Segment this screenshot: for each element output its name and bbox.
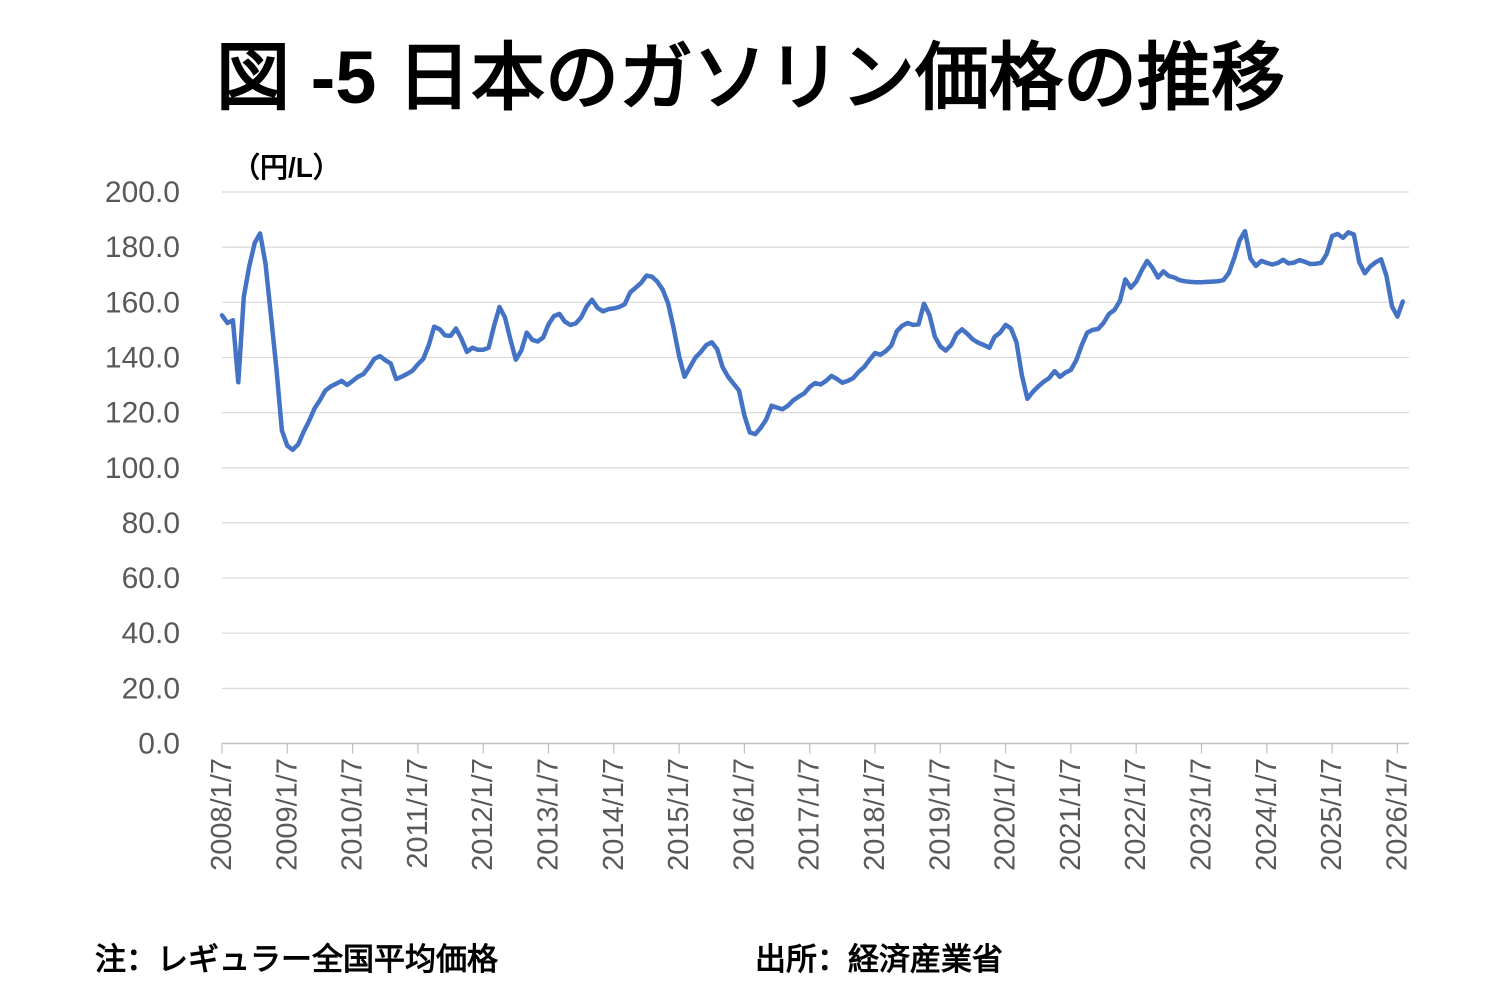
y-axis-tick-label: 0.0 — [138, 728, 180, 761]
x-axis-tick-label: 2025/1/7 — [1316, 758, 1348, 871]
x-axis-tick-label: 2015/1/7 — [663, 758, 695, 871]
footnote-regular-average: 注：レギュラー全国平均価格 — [95, 942, 498, 977]
x-axis-tick-label: 2010/1/7 — [337, 758, 369, 871]
x-axis-tick-label: 2008/1/7 — [206, 758, 238, 871]
x-axis-tick-label: 2013/1/7 — [533, 758, 565, 871]
x-axis-tick-label: 2024/1/7 — [1251, 758, 1283, 871]
x-axis-tick-label: 2021/1/7 — [1055, 758, 1087, 871]
x-axis-tick-label: 2017/1/7 — [794, 758, 826, 871]
y-axis-tick-label: 180.0 — [105, 231, 180, 264]
chart-title: 図 -5 日本のガソリン価格の推移 — [216, 36, 1285, 119]
x-axis-tick-label: 2020/1/7 — [990, 758, 1022, 871]
y-axis-tick-label: 140.0 — [105, 341, 180, 374]
y-axis-tick-label: 100.0 — [105, 452, 180, 485]
x-axis-tick-label: 2014/1/7 — [598, 758, 630, 871]
y-axis-unit-label: （円/L） — [232, 152, 341, 183]
x-axis-tick-label: 2022/1/7 — [1120, 758, 1152, 871]
gasoline-price-line — [219, 228, 1406, 453]
y-axis-tick-label: 160.0 — [105, 286, 180, 319]
x-axis-tick-label: 2019/1/7 — [924, 758, 956, 871]
x-axis-tick-label: 2016/1/7 — [728, 758, 760, 871]
source-note: 出所：経済産業省 — [755, 942, 1003, 977]
y-axis-tick-label: 40.0 — [122, 617, 180, 650]
y-axis-tick-label: 200.0 — [105, 176, 180, 209]
y-axis-tick-label: 20.0 — [122, 672, 180, 705]
x-axis-tick-label: 2018/1/7 — [859, 758, 891, 871]
x-axis-tick-label: 2009/1/7 — [271, 758, 303, 871]
x-axis-tick-label: 2012/1/7 — [467, 758, 499, 871]
x-axis-tick-label: 2023/1/7 — [1186, 758, 1218, 871]
x-axis-tick-label: 2026/1/7 — [1381, 758, 1413, 871]
x-axis-tick-label: 2011/1/7 — [402, 758, 434, 869]
y-axis-tick-label: 120.0 — [105, 397, 180, 430]
y-axis-tick-label: 80.0 — [122, 507, 180, 540]
y-axis-tick-label: 60.0 — [122, 562, 180, 595]
